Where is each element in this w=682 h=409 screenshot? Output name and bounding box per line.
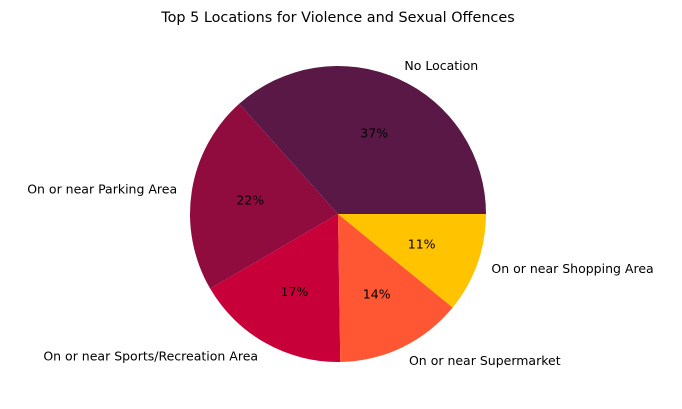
pie-slice-on-or-near-supermarket bbox=[338, 214, 453, 362]
pie-percent-label: 22% bbox=[236, 193, 264, 208]
pie-category-label: On or near Sports/Recreation Area bbox=[43, 348, 258, 363]
pie-slice-on-or-near-shopping-area bbox=[338, 214, 486, 308]
pie-slice-on-or-near-sports-recreation-area bbox=[210, 214, 341, 362]
pie-category-label: On or near Parking Area bbox=[27, 181, 177, 196]
pie-category-label: On or near Shopping Area bbox=[491, 261, 653, 276]
pie-slice-no-location bbox=[239, 66, 487, 215]
pie-percent-label: 17% bbox=[281, 284, 309, 299]
pie-slices bbox=[190, 66, 487, 362]
chart-title: Top 5 Locations for Violence and Sexual … bbox=[160, 10, 514, 26]
pie-slice-on-or-near-parking-area bbox=[190, 103, 338, 289]
pie-category-label: No Location bbox=[404, 58, 478, 73]
pie-percent-label: 14% bbox=[363, 286, 391, 301]
pie-percent-label: 11% bbox=[408, 236, 436, 251]
pie-percent-label: 37% bbox=[360, 125, 388, 140]
pie-labels: 37% No Location 22% On or near Parking Area… bbox=[27, 58, 653, 368]
pie-category-label: On or near Supermarket bbox=[409, 353, 561, 368]
